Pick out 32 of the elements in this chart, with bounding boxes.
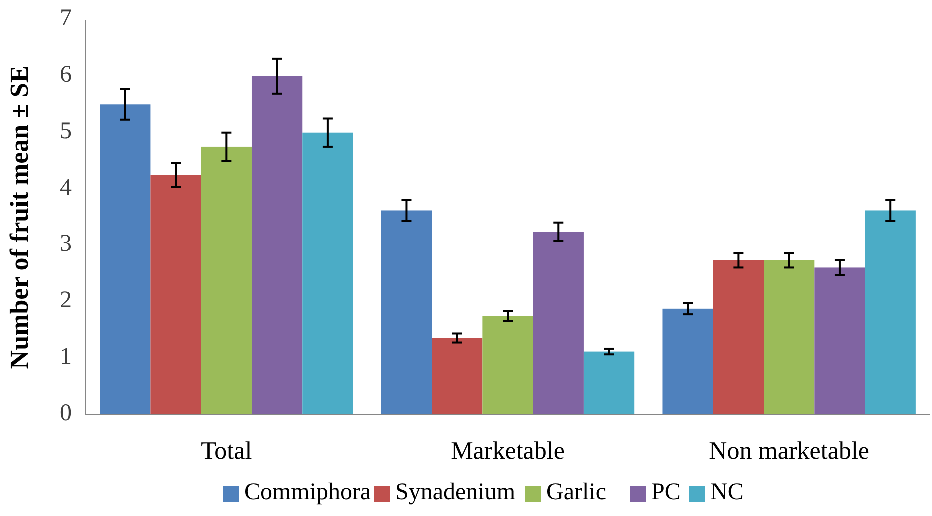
bar [381,210,432,415]
bar [482,316,534,415]
y-axis-title: Number of fruit mean ± SE [5,66,34,370]
legend-label: PC [652,480,681,506]
x-tick-label: Marketable [451,438,565,465]
bar [713,260,764,415]
y-tick-label: 2 [60,288,72,314]
bar [814,268,866,415]
y-tick-label: 7 [60,6,72,32]
bar [201,146,252,415]
bar [432,338,483,415]
legend-label: Synadenium [396,480,516,506]
bar [302,132,354,415]
bar [662,308,714,415]
legend-label: Commiphora [244,480,372,506]
bar [100,104,151,415]
bar [252,76,303,415]
y-tick-label: 5 [60,118,72,144]
y-tick-label: 0 [60,400,72,427]
x-tick-label: Non marketable [709,438,870,465]
bar [764,260,815,415]
x-tick-label: Total [201,438,252,465]
bar [533,232,584,415]
legend-label: NC [710,480,744,506]
bar [865,210,916,415]
bar [150,175,202,415]
y-tick-label: 3 [60,231,72,258]
bar [584,352,635,415]
y-tick-label: 6 [60,62,72,88]
y-tick-label: 1 [60,344,72,370]
y-tick-label: 4 [60,174,72,201]
legend-label: Garlic [546,480,606,506]
